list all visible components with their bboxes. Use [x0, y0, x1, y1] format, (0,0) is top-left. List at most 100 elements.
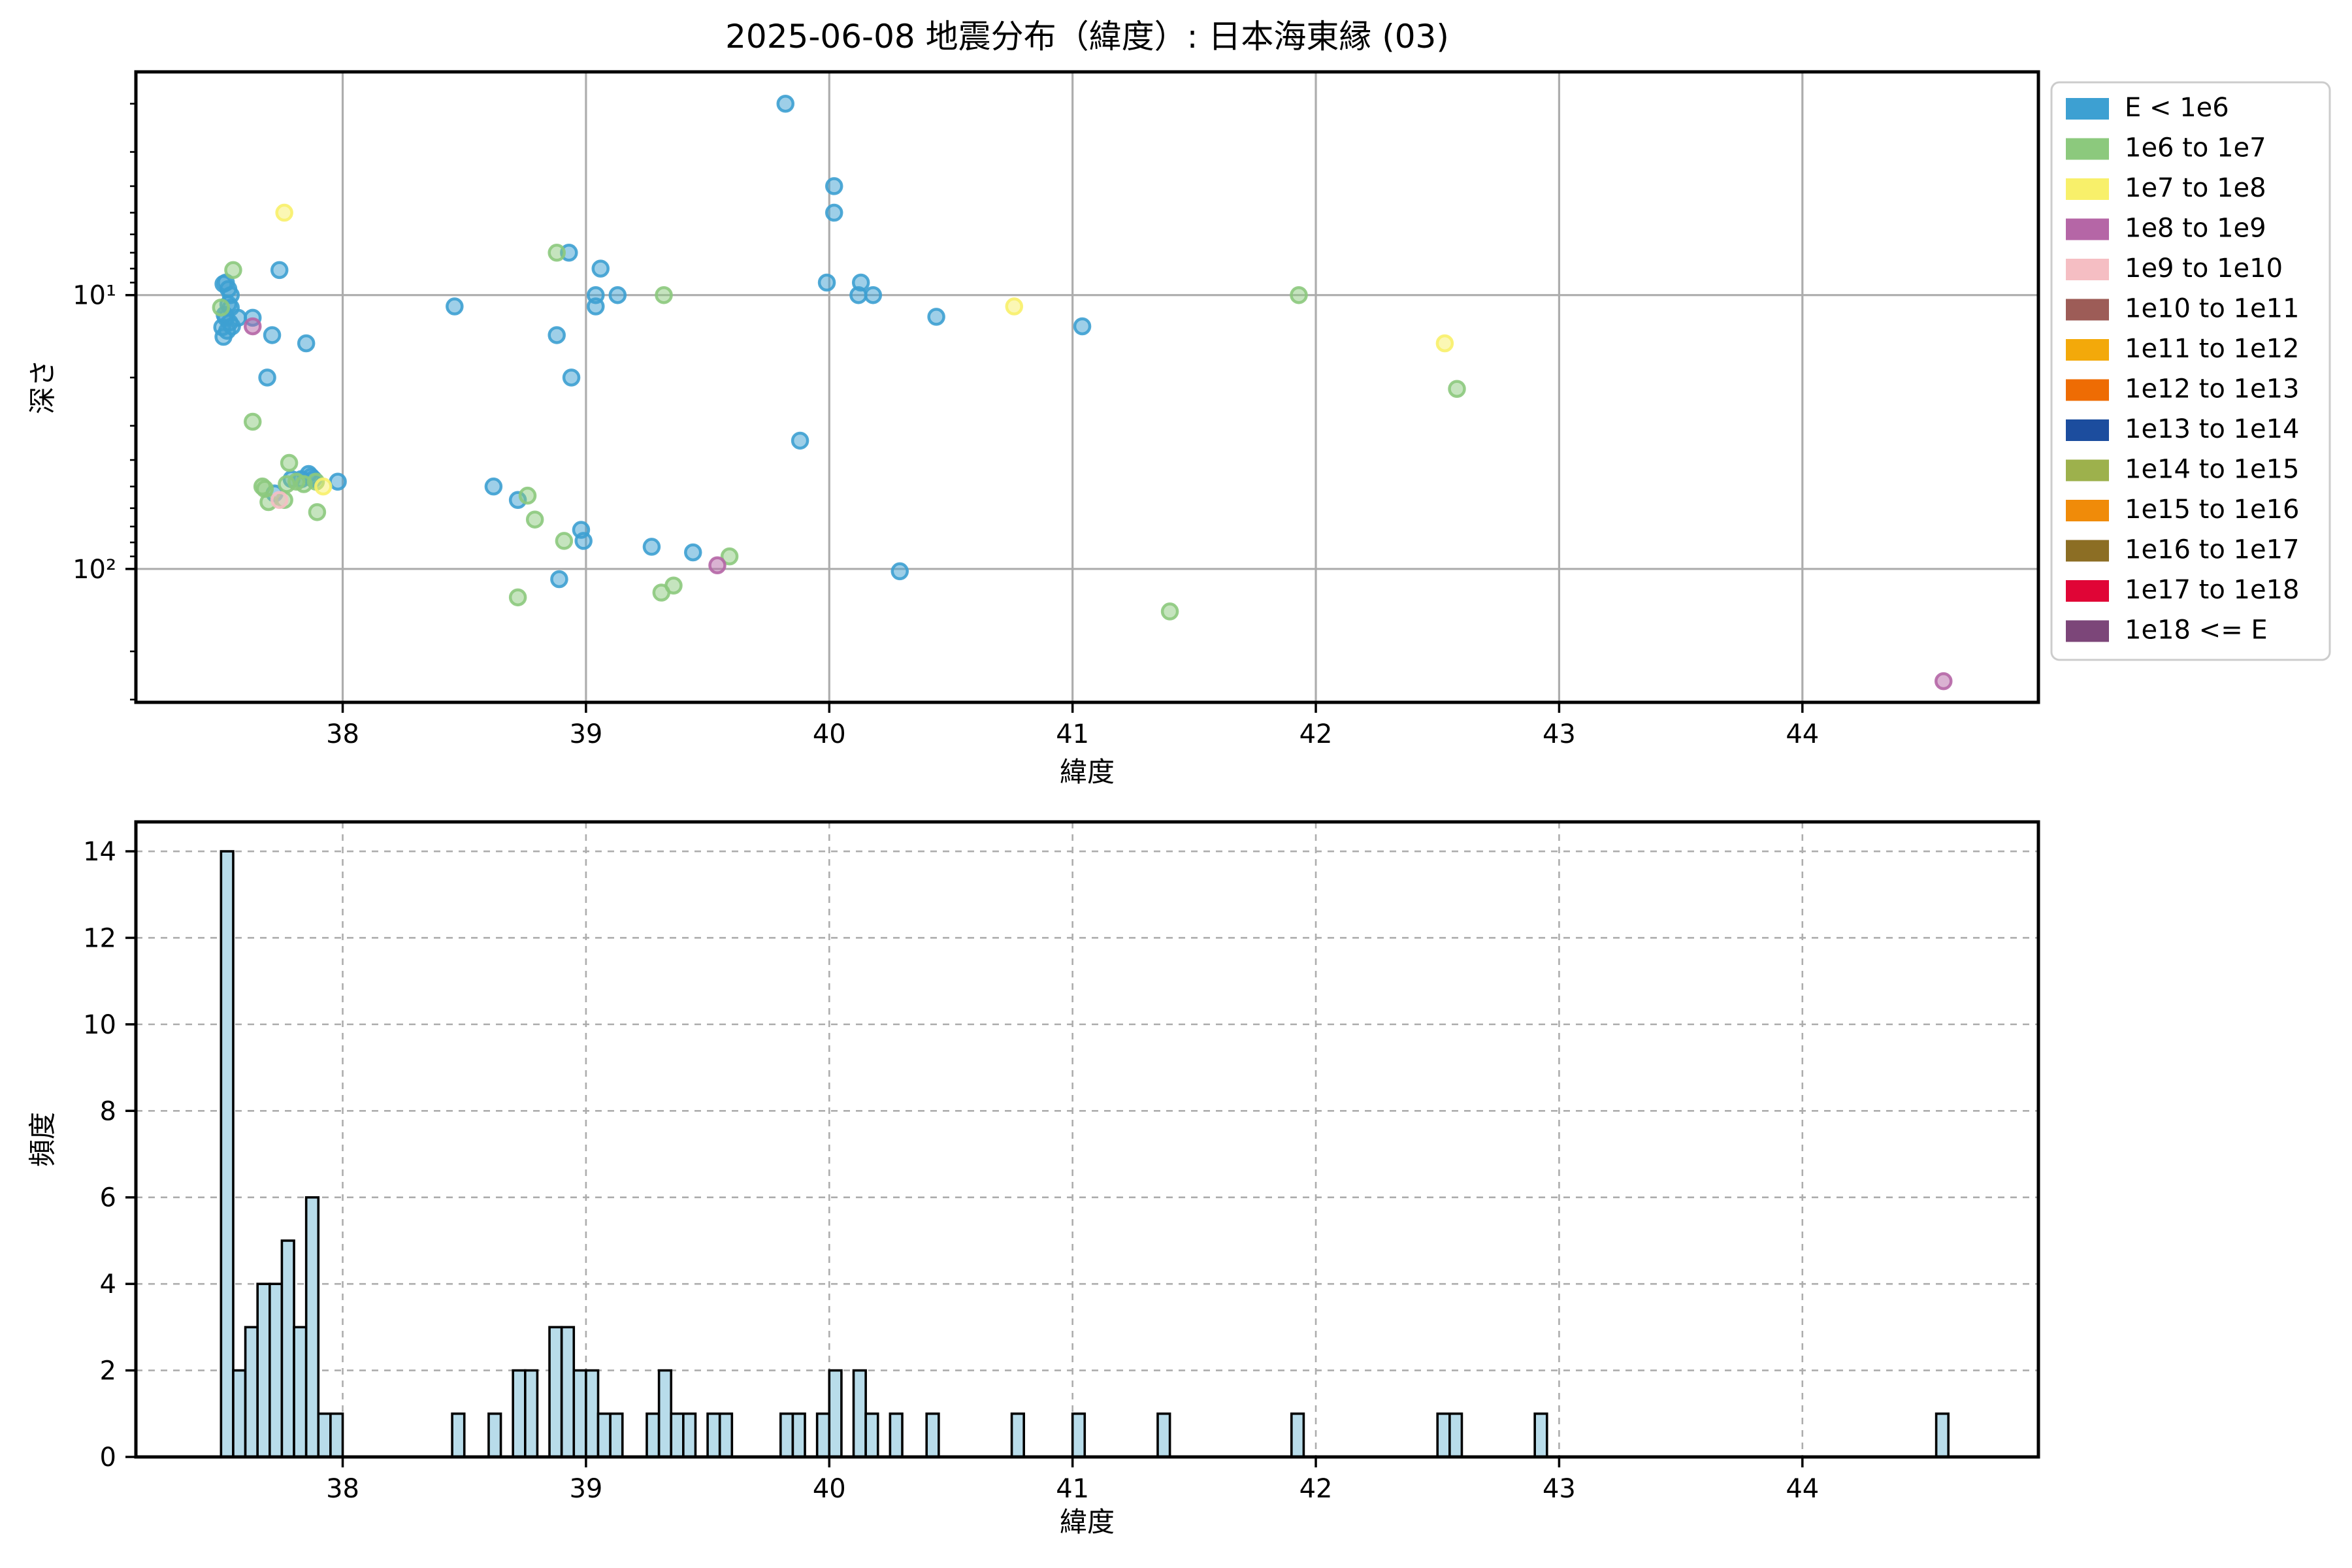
scatter-point — [927, 308, 945, 326]
histogram-bar — [657, 1369, 673, 1458]
legend: E < 1e6 1e6 to 1e7 1e7 to 1e8 1e8 to 1e9 1e9… — [2050, 81, 2331, 661]
histogram-ytick-label: 2 — [100, 1356, 116, 1386]
histogram-bar — [1533, 1412, 1548, 1458]
histogram-bar — [1935, 1412, 1950, 1458]
histogram-ytick-label: 10 — [83, 1010, 116, 1040]
scatter-point — [280, 453, 299, 472]
histogram-bar — [706, 1412, 721, 1458]
histogram-bar — [560, 1326, 576, 1458]
scatter-point — [1160, 602, 1179, 621]
scatter-point — [825, 203, 843, 222]
scatter-point — [608, 286, 627, 304]
histogram-bar — [304, 1196, 320, 1458]
histogram-ytick-label: 6 — [100, 1183, 116, 1213]
scatter-point — [547, 326, 566, 344]
histogram-bar — [925, 1412, 940, 1458]
histogram-bar — [585, 1369, 600, 1458]
scatter-point — [864, 286, 883, 304]
histogram-bar — [269, 1282, 284, 1458]
scatter-point — [518, 486, 537, 505]
legend-label: 1e9 to 1e10 — [2125, 253, 2283, 284]
scatter-point — [446, 297, 464, 316]
histogram-xtick-label: 38 — [326, 1474, 359, 1504]
legend-label: 1e14 to 1e15 — [2125, 455, 2300, 485]
scatter-point — [229, 308, 248, 327]
histogram-bar — [596, 1412, 612, 1458]
scatter-point — [258, 368, 276, 387]
scatter-xtick-label: 40 — [813, 719, 846, 749]
scatter-point — [212, 298, 231, 317]
legend-swatch — [2066, 218, 2109, 240]
scatter-xaxis-label: 緯度 — [1059, 756, 1115, 788]
scatter-point — [591, 259, 610, 278]
scatter-point — [243, 412, 262, 431]
scatter-point — [776, 95, 795, 113]
scatter-point — [329, 472, 347, 491]
scatter-ytick-label: 10² — [73, 555, 116, 585]
scatter-point — [314, 477, 333, 496]
histogram-ytick-label: 14 — [83, 837, 116, 867]
histogram-bar — [1436, 1412, 1451, 1458]
scatter-point — [1448, 380, 1466, 398]
scatter-point — [550, 570, 568, 589]
histogram-xtick-label: 40 — [813, 1474, 846, 1504]
histogram-bar — [1156, 1412, 1171, 1458]
scatter-point — [224, 261, 242, 280]
histogram-bar — [1448, 1412, 1463, 1458]
legend-swatch — [2066, 379, 2109, 401]
histogram-bar — [256, 1282, 271, 1458]
histogram-bar — [280, 1239, 295, 1458]
histogram-bar — [548, 1326, 563, 1458]
scatter-point — [1005, 297, 1024, 316]
histogram-xtick-label: 43 — [1543, 1474, 1576, 1504]
scatter-point — [817, 273, 836, 292]
histogram-bar — [244, 1326, 259, 1458]
scatter-point — [308, 503, 327, 521]
histogram-bar — [682, 1412, 697, 1458]
histogram-frame — [134, 820, 2040, 1459]
scatter-point — [214, 327, 233, 346]
scatter-point — [683, 543, 702, 562]
histogram-bar — [329, 1412, 344, 1458]
legend-label: 1e13 to 1e14 — [2125, 414, 2300, 444]
scatter-point — [1935, 672, 1953, 691]
histogram-bar — [828, 1369, 843, 1458]
legend-swatch — [2066, 98, 2109, 120]
histogram-bar — [572, 1369, 587, 1458]
scatter-point — [263, 326, 282, 344]
legend-swatch — [2066, 540, 2109, 562]
histogram-ytick-label: 8 — [100, 1096, 116, 1126]
legend-label: E < 1e6 — [2125, 93, 2229, 123]
legend-box — [2050, 81, 2331, 661]
histogram-bar — [524, 1369, 539, 1458]
histogram-bar — [1290, 1412, 1305, 1458]
legend-swatch — [2066, 500, 2109, 521]
histogram-bar — [451, 1412, 466, 1458]
histogram-plot: 38 39 40 41 42 43 44 0 2 4 6 8 10 12 14 — [83, 820, 2040, 1504]
scatter-point — [825, 177, 843, 195]
scatter-point — [508, 588, 527, 607]
scatter-point — [555, 532, 574, 550]
scatter-xtick-label: 39 — [569, 719, 602, 749]
scatter-point — [297, 334, 316, 353]
scatter-point — [664, 576, 683, 595]
scatter-point — [547, 244, 566, 262]
histogram-bar — [317, 1412, 332, 1458]
scatter-point — [890, 562, 909, 581]
histogram-bar — [670, 1412, 685, 1458]
scatter-point — [275, 203, 293, 222]
histogram-bar — [512, 1369, 527, 1458]
histogram-ytick-label: 4 — [100, 1269, 116, 1299]
scatter-xtick-label: 42 — [1299, 719, 1333, 749]
histogram-bar — [220, 850, 235, 1458]
legend-swatch — [2066, 299, 2109, 321]
histogram-bar — [609, 1412, 624, 1458]
histogram-bar — [645, 1412, 661, 1458]
histogram-ytick-label: 12 — [83, 923, 116, 953]
legend-label: 1e12 to 1e13 — [2125, 374, 2300, 404]
scatter-point — [562, 368, 581, 387]
histogram-xtick-label: 41 — [1056, 1474, 1089, 1504]
scatter-ytick-label: 10¹ — [73, 281, 116, 311]
